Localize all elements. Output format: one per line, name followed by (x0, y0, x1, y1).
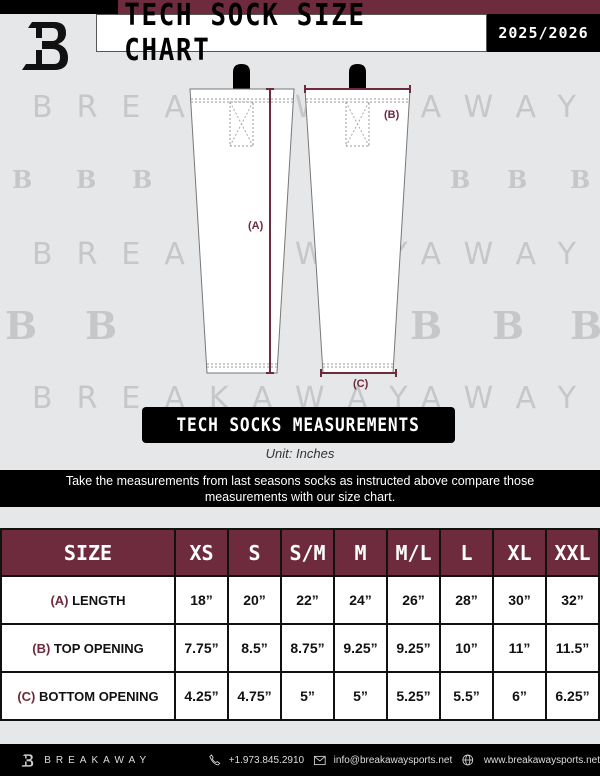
watermark-logo: B (492, 303, 525, 348)
header-cell: XXL (545, 528, 600, 577)
watermark-logo: B (570, 165, 591, 194)
season-label: 2025/2026 (487, 14, 600, 52)
cell: 32” (545, 575, 600, 625)
cell: 6.25” (545, 671, 600, 721)
table-row: (A) LENGTH 18” 20” 22” 24” 26” 28” 30” 3… (0, 575, 600, 625)
cell: 5” (280, 671, 335, 721)
row-label: (B) TOP OPENING (0, 623, 176, 673)
label-b: (B) (384, 109, 400, 121)
label-c: (C) (353, 378, 369, 390)
header-cell: XS (174, 528, 229, 577)
cell: 11.5” (545, 623, 600, 673)
row-label: (C) BOTTOM OPENING (0, 671, 176, 721)
cell: 24” (333, 575, 388, 625)
sock-right (304, 64, 411, 377)
table-row: (B) TOP OPENING 7.75” 8.5” 8.75” 9.25” 9… (0, 623, 600, 673)
cell: 26” (386, 575, 441, 625)
cell: 18” (174, 575, 229, 625)
watermark-text: BREAKAWAY (400, 90, 600, 125)
table-header-row: SIZE XS S S/M M M/L L XL XXL (0, 528, 600, 577)
phone-icon (209, 754, 221, 766)
top-bar-black (0, 0, 118, 14)
footer-logo (21, 754, 34, 767)
header-cell: XL (492, 528, 547, 577)
row-label: (A) LENGTH (0, 575, 176, 625)
cell: 4.75” (227, 671, 282, 721)
section-title: TECH SOCKS MEASUREMENTS (142, 407, 455, 443)
watermark-logo: B (410, 303, 443, 348)
cell: 5.5” (439, 671, 494, 721)
header-cell: L (439, 528, 494, 577)
watermark-logo: B (570, 303, 600, 348)
footer-brand: BREAKAWAY (44, 754, 152, 766)
size-chart-table: SIZE XS S S/M M M/L L XL XXL (A) LENGTH … (0, 528, 600, 721)
cell: 5” (333, 671, 388, 721)
cell: 11” (492, 623, 547, 673)
cell: 8.5” (227, 623, 282, 673)
header-cell: S/M (280, 528, 335, 577)
watermark-logo: B (76, 165, 97, 194)
cell: 9.25” (386, 623, 441, 673)
mail-icon (314, 755, 326, 765)
sock-left (189, 64, 295, 374)
breakaway-logo (22, 22, 68, 70)
watermark-logo: B (450, 165, 471, 194)
top-bar-maroon (118, 0, 600, 14)
footer-phone[interactable]: +1.973.845.2910 (228, 754, 305, 766)
watermark-logo: B (5, 303, 38, 348)
watermark-logo: B (85, 303, 118, 348)
header-cell: M (333, 528, 388, 577)
cell: 22” (280, 575, 335, 625)
watermark-logo: B (12, 165, 33, 194)
cell: 28” (439, 575, 494, 625)
footer: BREAKAWAY +1.973.845.2910 info@breakaway… (0, 744, 600, 776)
cell: 4.25” (174, 671, 229, 721)
watermark-text: BREAKAWAY (400, 237, 600, 272)
instructions: Take the measurements from last seasons … (0, 470, 600, 507)
cell: 8.75” (280, 623, 335, 673)
cell: 10” (439, 623, 494, 673)
cell: 7.75” (174, 623, 229, 673)
cell: 9.25” (333, 623, 388, 673)
table-row: (C) BOTTOM OPENING 4.25” 4.75” 5” 5” 5.2… (0, 671, 600, 721)
watermark-logo: B (507, 165, 528, 194)
cell: 6” (492, 671, 547, 721)
sock-diagram: (A) (B) (C) (189, 64, 411, 390)
footer-email[interactable]: info@breakawaysports.net (333, 754, 453, 766)
cell: 5.25” (386, 671, 441, 721)
header-cell: M/L (386, 528, 441, 577)
globe-icon (462, 754, 474, 766)
header-cell: SIZE (0, 528, 176, 577)
cell: 30” (492, 575, 547, 625)
header-cell: S (227, 528, 282, 577)
label-a: (A) (248, 220, 264, 232)
unit-label: Unit: Inches (265, 446, 335, 461)
page-title: TECH SOCK SIZE CHART (96, 0, 487, 68)
watermark-logo: B (132, 165, 153, 194)
cell: 20” (227, 575, 282, 625)
footer-website[interactable]: www.breakawaysports.net (483, 754, 600, 766)
